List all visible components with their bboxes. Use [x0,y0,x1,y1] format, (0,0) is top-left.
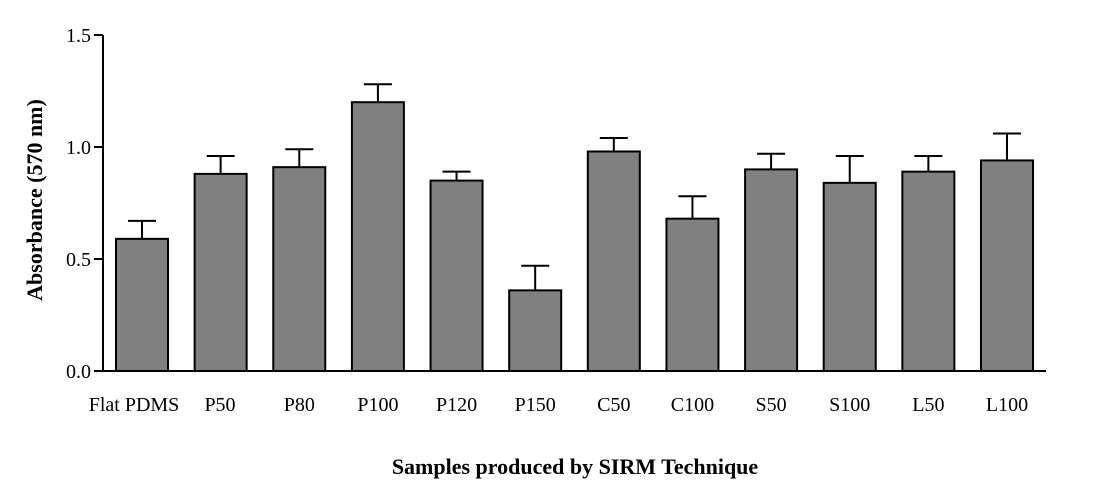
bar [429,179,484,372]
x-tick-label: L100 [986,394,1028,416]
error-bars-group [128,83,1021,291]
bar [822,181,877,372]
x-tick-label: S50 [756,394,787,416]
bar [272,166,327,372]
bar [508,289,563,372]
x-tick-label: L50 [912,394,944,416]
bar [193,172,248,372]
bar [980,159,1034,372]
bar [350,101,405,372]
y-tick-label: 1.5 [66,25,91,47]
bar [586,150,641,372]
bars-group [115,101,1034,372]
axes-group [102,35,1046,372]
x-tick-labels-group: Flat PDMS P50 P80 P100 P120 P150 C50 C100 S50 S10… [89,394,1028,416]
bar [115,237,169,372]
x-tick-label: C100 [671,394,714,416]
bar [901,170,956,372]
y-tick-label: 1.0 [66,137,91,159]
x-axis-title: Samples produced by SIRM Technique [392,454,759,479]
x-tick-label: C50 [597,394,630,416]
y-axis-title: Absorbance (570 nm) [22,99,47,301]
x-tick-label: P50 [204,394,235,416]
x-tick-label: P120 [436,394,477,416]
bar [744,168,799,372]
x-tick-label: P80 [284,394,315,416]
y-ticks-group: 0.0 0.5 1.0 1.5 [66,25,103,383]
x-tick-label: Flat PDMS [89,394,180,416]
x-tick-label: P150 [515,394,556,416]
y-tick-label: 0.5 [66,249,91,271]
bar [665,217,720,372]
x-tick-label: S100 [829,394,870,416]
y-tick-label: 0.0 [66,361,91,383]
x-tick-label: P100 [357,394,398,416]
